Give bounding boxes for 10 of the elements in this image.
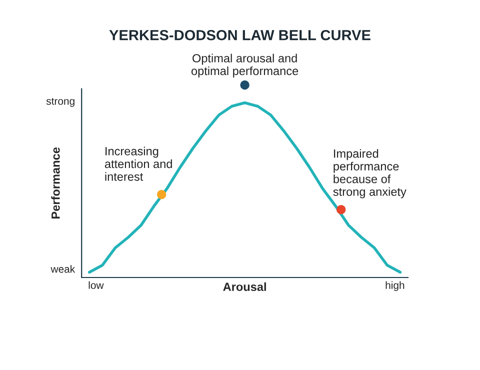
annotation: Impaired performance because of strong anxiety [333, 149, 406, 198]
text: high [386, 281, 404, 291]
text: weak [50, 265, 76, 273]
chart-title: YERKES-DODSON LAW BELL CURVE [109, 30, 370, 40]
x-axis-title: Arousal [223, 282, 266, 292]
text: low [88, 281, 104, 289]
text: strong [46, 98, 74, 107]
annotation: Increasing attention and interest [104, 146, 172, 181]
y-axis-title: Performance [51, 147, 60, 218]
text: Optimal arousal and optimal performance [191, 54, 298, 78]
